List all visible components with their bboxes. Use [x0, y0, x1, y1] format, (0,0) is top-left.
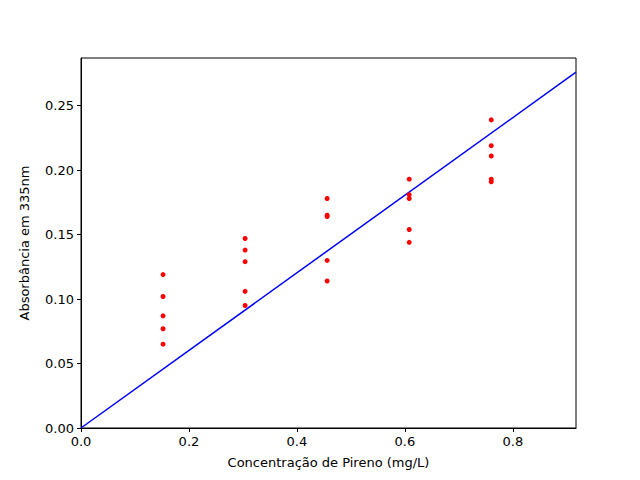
svg-text:Absorbância em 335nm: Absorbância em 335nm: [17, 165, 32, 320]
svg-text:0.15: 0.15: [45, 227, 74, 242]
svg-text:0.8: 0.8: [502, 434, 523, 449]
svg-text:0.2: 0.2: [179, 434, 200, 449]
svg-text:Concentração de Pireno (mg/L): Concentração de Pireno (mg/L): [228, 455, 430, 470]
svg-text:0.10: 0.10: [45, 292, 74, 307]
svg-text:0.6: 0.6: [395, 434, 416, 449]
svg-text:0.20: 0.20: [45, 163, 74, 178]
svg-text:0.0: 0.0: [71, 434, 92, 449]
svg-text:0.00: 0.00: [45, 421, 74, 436]
svg-text:0.05: 0.05: [45, 356, 74, 371]
svg-text:0.4: 0.4: [287, 434, 308, 449]
svg-text:0.25: 0.25: [45, 98, 74, 113]
